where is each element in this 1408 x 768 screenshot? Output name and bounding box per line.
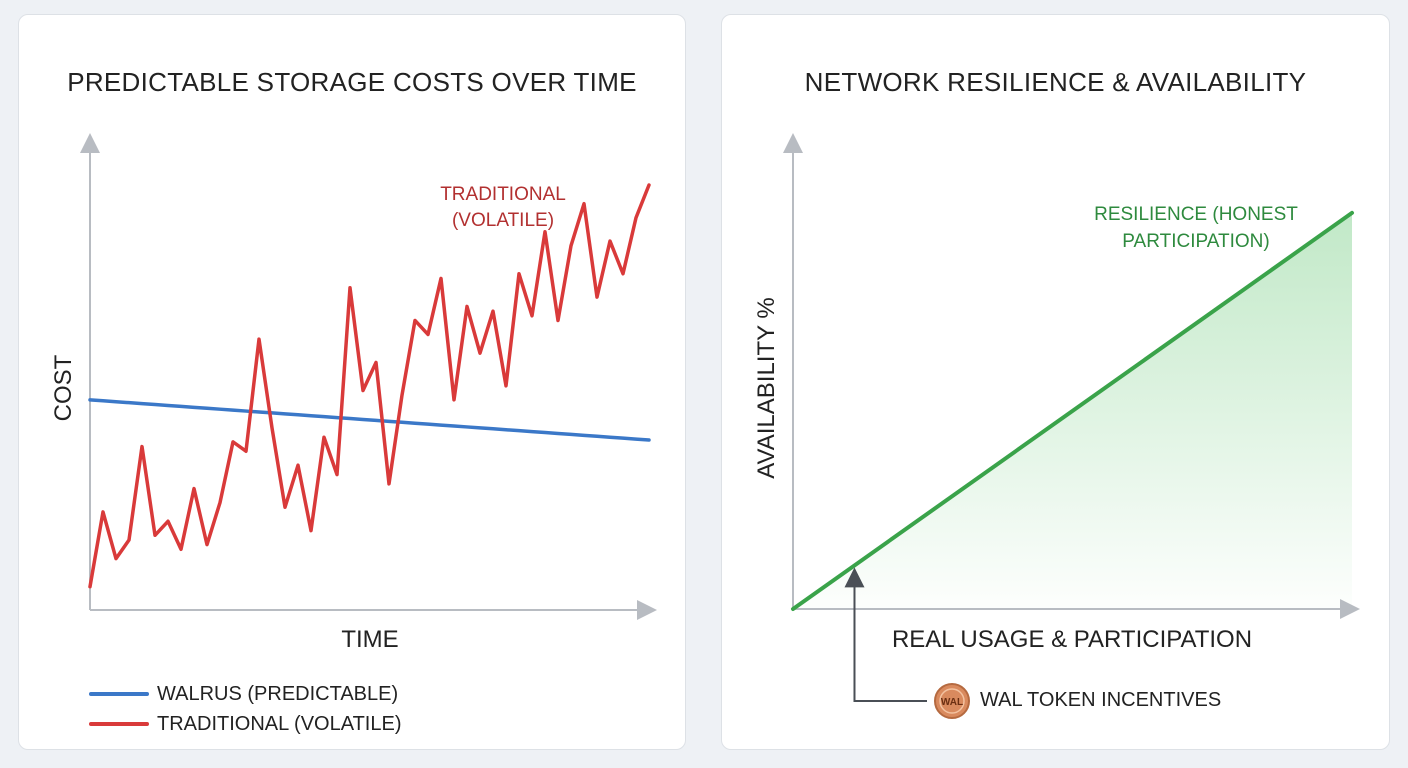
- wal-token-icon: WAL: [934, 683, 970, 719]
- legend-swatch-walrus: [89, 692, 149, 696]
- series-line-resilience: [791, 210, 1354, 611]
- legend-label-traditional: TRADITIONAL (VOLATILE): [157, 712, 402, 735]
- cost-chart-legend: WALRUS (PREDICTABLE) TRADITIONAL (VOLATI…: [89, 679, 401, 739]
- x-axis-label: TIME: [341, 626, 398, 653]
- legend-item-walrus: WALRUS (PREDICTABLE): [89, 679, 401, 709]
- traditional-annotation-line1: TRADITIONAL: [440, 184, 566, 205]
- x-axis-label: REAL USAGE & PARTICIPATION: [892, 626, 1252, 653]
- resilience-chart-card: NETWORK RESILIENCE & AVAILABILITY REAL U…: [721, 14, 1390, 750]
- series-line-traditional: [88, 183, 651, 589]
- cost-chart-card: PREDICTABLE STORAGE COSTS OVER TIME TIME…: [18, 14, 686, 750]
- resilience-annotation-line1: RESILIENCE (HONEST: [1094, 204, 1298, 225]
- wal-token-callout-label: WAL TOKEN INCENTIVES: [980, 689, 1222, 711]
- resilience-annotation-line2: PARTICIPATION): [1122, 231, 1269, 252]
- y-axis-label: COST: [50, 354, 77, 421]
- series-line-walrus: [88, 398, 651, 442]
- wal-callout-arrow: [844, 567, 927, 702]
- legend-swatch-traditional: [89, 722, 149, 726]
- y-axis-label: AVAILABILITY %: [753, 297, 780, 478]
- resilience-chart-title: NETWORK RESILIENCE & AVAILABILITY: [804, 67, 1307, 97]
- traditional-annotation-line2: (VOLATILE): [452, 210, 554, 231]
- resilience-chart-plot: REAL USAGE & PARTICIPATION AVAILABILITY …: [753, 133, 1360, 719]
- legend-label-walrus: WALRUS (PREDICTABLE): [157, 682, 399, 705]
- legend-item-traditional: TRADITIONAL (VOLATILE): [89, 709, 401, 739]
- wal-token-icon-label: WAL: [941, 697, 963, 708]
- cost-chart-plot: TIME COST TRADITIONAL (VOLATILE): [50, 133, 657, 653]
- cost-chart-title: PREDICTABLE STORAGE COSTS OVER TIME: [67, 67, 637, 97]
